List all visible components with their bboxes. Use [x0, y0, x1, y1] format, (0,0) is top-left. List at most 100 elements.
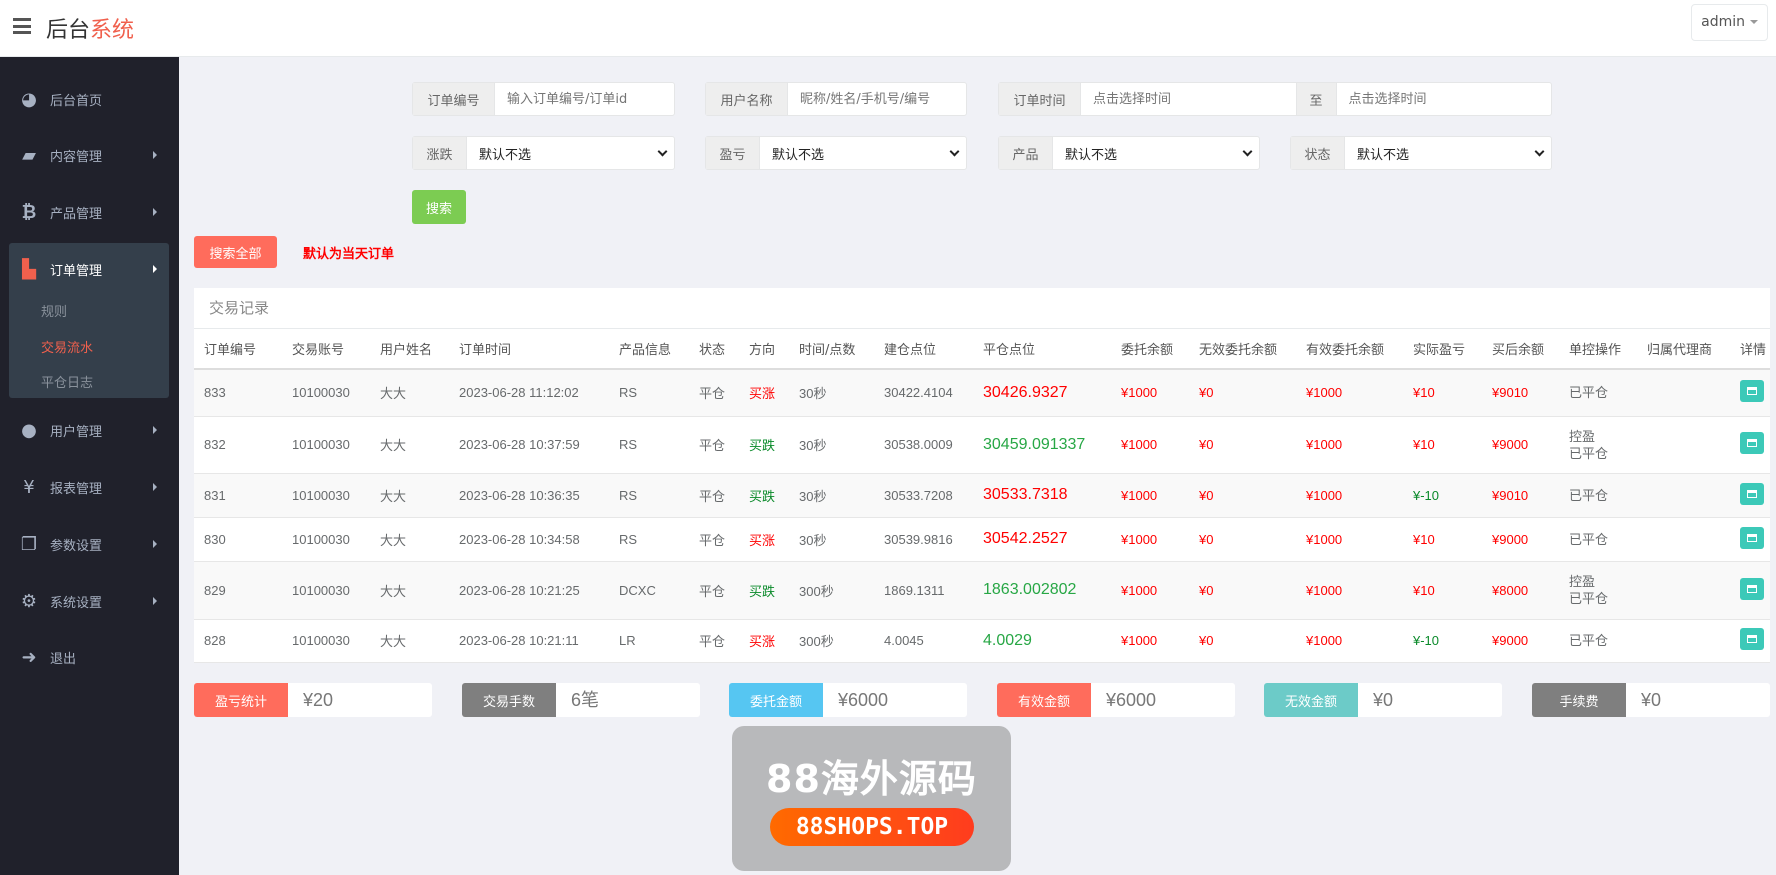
- cell-product: RS: [609, 416, 689, 474]
- detail-button[interactable]: [1740, 526, 1764, 549]
- stat-box: 有效金额 ¥6000: [997, 683, 1235, 717]
- caret-right-icon: [153, 483, 157, 491]
- cell-agent: [1637, 416, 1730, 474]
- cell-id: 832: [194, 416, 282, 474]
- submenu-rules[interactable]: 规则: [41, 305, 68, 320]
- cell-id: 830: [194, 517, 282, 562]
- table-row: 829 10100030 大大 2023-06-28 10:21:25 DCXC 平仓 买跌…: [194, 561, 1770, 620]
- cell-dur: 300秒: [789, 619, 874, 663]
- end-time-input[interactable]: [1336, 83, 1551, 115]
- cell-dir: 买涨: [739, 619, 789, 663]
- cell-control: 控盈 已平仓: [1559, 416, 1637, 474]
- cell-after: ¥9010: [1482, 369, 1559, 417]
- cell-name: 大大: [370, 473, 449, 518]
- sidebar-item-content[interactable]: ▰ 内容管理: [0, 135, 179, 175]
- column-header: 单控操作: [1559, 329, 1637, 370]
- order-no-input[interactable]: [495, 83, 674, 115]
- start-time-input[interactable]: [1081, 83, 1296, 115]
- control-status: 已平仓: [1569, 591, 1609, 606]
- search-button[interactable]: 搜索: [412, 190, 466, 224]
- detail-button[interactable]: [1740, 482, 1764, 505]
- sidebar-item-products[interactable]: ₿ 产品管理: [0, 192, 179, 232]
- detail-button[interactable]: [1740, 380, 1764, 403]
- title-accent: 系统: [90, 18, 135, 43]
- gears-icon: ⚙: [20, 590, 38, 612]
- cell-status: 平仓: [689, 416, 739, 474]
- detail-button[interactable]: [1740, 577, 1764, 600]
- cell-control: 已平仓: [1559, 517, 1637, 562]
- cell-status: 平仓: [689, 517, 739, 562]
- sidebar-item-params[interactable]: ❐ 参数设置: [0, 524, 179, 564]
- status-select[interactable]: 默认不选: [1345, 137, 1551, 169]
- profit-select[interactable]: 默认不选: [760, 137, 966, 169]
- sidebar-item-logout[interactable]: ➜ 退出: [0, 637, 179, 677]
- control-status: 已平仓: [1569, 633, 1609, 648]
- app-title: 后台系统: [46, 12, 134, 44]
- submenu-close-log[interactable]: 平仓日志: [41, 376, 94, 391]
- submenu-trade-flow[interactable]: 交易流水: [41, 341, 94, 356]
- column-header: 订单时间: [449, 329, 609, 370]
- default-note: 默认为当天订单: [303, 247, 395, 262]
- label: 报表管理: [50, 481, 103, 497]
- stat-value: 6笔: [571, 690, 600, 710]
- cell-invalid: ¥0: [1189, 369, 1296, 417]
- user-dropdown[interactable]: admin: [1691, 4, 1768, 41]
- cell-product: RS: [609, 369, 689, 417]
- sidebar-item-orders[interactable]: ▙ 订单管理: [0, 249, 179, 289]
- product-select[interactable]: 默认不选: [1053, 137, 1259, 169]
- selected-value: 默认不选: [479, 147, 532, 163]
- watermark-line2: 88SHOPS.TOP: [770, 808, 974, 846]
- hamburger-menu-icon[interactable]: [13, 18, 31, 34]
- list-icon: [1747, 489, 1757, 498]
- watermark-line1: 88海外源码: [766, 757, 977, 801]
- search-all-button[interactable]: 搜索全部: [194, 236, 277, 268]
- cell-entrust: ¥1000: [1111, 619, 1189, 663]
- selected-value: 默认不选: [1065, 147, 1118, 163]
- label: 产品管理: [50, 206, 103, 222]
- control-status: 已平仓: [1569, 445, 1609, 461]
- cell-pl: ¥-10: [1403, 619, 1482, 663]
- rise-fall-select[interactable]: 默认不选: [467, 137, 674, 169]
- top-header: 后台系统 admin: [0, 0, 1776, 57]
- sidebar-item-dashboard[interactable]: ◕ 后台首页: [0, 79, 179, 119]
- cell-control: 已平仓: [1559, 473, 1637, 518]
- yen-icon: ¥: [23, 476, 35, 498]
- sidebar-item-users[interactable]: ● 用户管理: [0, 410, 179, 450]
- cell-close: 30426.9327: [973, 369, 1111, 417]
- cell-name: 大大: [370, 369, 449, 417]
- cell-dur: 30秒: [789, 369, 874, 417]
- cell-invalid: ¥0: [1189, 561, 1296, 620]
- sidebar-item-system[interactable]: ⚙ 系统设置: [0, 581, 179, 621]
- stat-box: 盈亏统计 ¥20: [194, 683, 432, 717]
- label: 参数设置: [50, 538, 103, 554]
- table-row: 828 10100030 大大 2023-06-28 10:21:11 LR 平仓 买涨 30…: [194, 619, 1770, 663]
- copy-icon: ❐: [20, 533, 38, 555]
- detail-button[interactable]: [1740, 432, 1764, 454]
- control-mode: 控盈: [1569, 428, 1596, 444]
- stat-label: 无效金额: [1264, 683, 1358, 717]
- column-header: 有效委托余额: [1296, 329, 1403, 370]
- detail-button[interactable]: [1740, 628, 1764, 650]
- cell-control: 控盈 已平仓: [1559, 561, 1637, 620]
- panel-title: 交易记录: [194, 288, 1770, 329]
- caret-down-icon: [1750, 20, 1758, 24]
- cell-open: 30533.7208: [874, 473, 973, 518]
- cell-id: 828: [194, 619, 282, 663]
- column-header: 交易账号: [282, 329, 370, 370]
- cell-acct: 10100030: [282, 561, 370, 620]
- cell-detail: [1730, 517, 1770, 562]
- sidebar-item-reports[interactable]: ¥ 报表管理: [0, 467, 179, 507]
- column-header: 状态: [689, 329, 739, 370]
- stat-value: ¥6000: [1106, 690, 1157, 710]
- rise-fall-label: 涨跌: [413, 137, 467, 169]
- cell-valid: ¥1000: [1296, 517, 1403, 562]
- column-header: 实际盈亏: [1403, 329, 1482, 370]
- stat-value: ¥0: [1373, 690, 1394, 710]
- cell-agent: [1637, 619, 1730, 663]
- cell-acct: 10100030: [282, 369, 370, 417]
- table-row: 833 10100030 大大 2023-06-28 11:12:02 RS 平仓 买涨 30…: [194, 369, 1770, 417]
- username-input[interactable]: [788, 83, 966, 115]
- control-mode: 控盈: [1569, 574, 1596, 589]
- order-no-label: 订单编号: [413, 83, 495, 115]
- cell-time: 2023-06-28 10:37:59: [449, 416, 609, 474]
